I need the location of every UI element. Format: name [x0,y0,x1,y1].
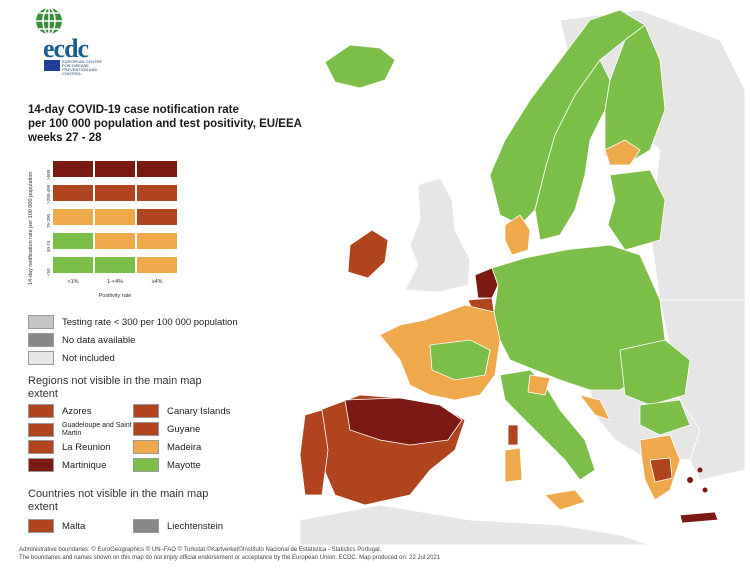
logo-wordmark: ecdc [43,34,89,63]
logo-subtitle: EUROPEAN CENTRE FOR DISEASE PREVENTION A… [62,59,103,76]
region-finland-south [604,139,641,166]
eu-flag-icon [44,60,60,71]
matrix-y-tick: 50-74 [46,240,51,252]
region-crete [679,511,719,524]
country-bulgaria [639,399,691,436]
matrix-cell [94,184,136,202]
matrix-y-tick: >200-499 [46,184,51,204]
country-denmark [504,214,531,256]
legend-label: Azores [62,405,92,417]
region-greece-south [649,457,673,483]
legend-label: Mayotte [167,459,201,471]
country-sweden [534,59,611,241]
legend-swatch [28,458,54,472]
legend-label: La Reunion [62,441,111,453]
matrix-cell [136,256,178,274]
matrix-cell [52,232,94,250]
region-spain-north [344,397,463,446]
legend-swatch [28,423,54,437]
matrix-cell [94,160,136,178]
country-ireland [347,229,389,279]
country-netherlands [474,267,499,299]
matrix-x-label: Positivity rate [98,293,132,299]
region-not-included-africa [299,504,651,546]
matrix-y-tick: <50 [46,268,51,276]
swatch-testing-rate [28,315,54,329]
map-title: 14-day COVID-19 case notification rate p… [28,104,302,144]
country-portugal [299,409,329,496]
island-greek-2 [697,467,703,473]
legend-entry: Azores [28,404,92,418]
swatch-not-included [28,351,54,365]
matrix-x-tick: <1% [67,279,79,285]
country-baltics [607,169,666,251]
ecdc-logo [30,6,110,78]
legend-no-data: No data available [28,333,135,347]
region-not-included-uk [404,177,471,293]
legend-label: Madeira [167,441,202,453]
matrix-x-tick: 1-<4% [106,279,124,285]
legend-swatch [28,519,54,533]
island-greek-1 [687,477,693,483]
region-croatia-coast [579,394,611,421]
legend-swatch [133,422,159,436]
matrix-y-tick: >500 [46,169,51,180]
region-corsica [507,424,519,446]
country-finland [604,24,666,166]
legend-label: Canary Islands [167,405,231,417]
country-romania [619,339,691,406]
legend-entry: La Reunion [28,440,111,454]
legend-label: Guadeloupe and Saint Martin [62,422,132,437]
matrix-cell [136,208,178,226]
legend-entry: Malta [28,519,85,533]
attribution-footer: Administrative boundaries: © EuroGeograp… [19,547,441,561]
matrix-cell [52,208,94,226]
legend-entry: Madeira [133,440,201,454]
legend-testing-rate: Testing rate < 300 per 100 000 populatio… [28,315,238,329]
legend-label: Malta [62,520,86,532]
matrix-cell [52,256,94,274]
matrix-cell [136,232,178,250]
legend-not-included: Not included [28,351,115,365]
region-sardinia [504,447,523,483]
matrix-cell [52,184,94,202]
regions-heading: Regions not visible in the main map exte… [28,375,202,400]
matrix-cell [94,232,136,250]
legend-label: Liechtenstein [167,520,223,532]
matrix-y-label: 14-day notification rate per 100 000 pop… [28,171,34,285]
swatch-no-data [28,333,54,347]
region-italy-north [527,374,551,396]
country-norway [489,9,646,226]
legend-entry: Mayotte [133,458,201,472]
matrix-cell [136,160,178,178]
matrix-cell [136,184,178,202]
legend-label: Martinique [62,459,107,471]
legend-entry: Canary Islands [133,404,230,418]
matrix-cell [94,208,136,226]
matrix-x-tick: ≥4% [151,279,163,285]
region-france-east [429,339,491,381]
legend-swatch [133,404,159,418]
region-sicily [544,489,586,511]
legend-entry: Martinique [28,458,106,472]
region-not-included-east [659,299,746,481]
matrix-cell [94,256,136,274]
globe-icon [36,7,62,35]
legend-label: Guyane [167,423,201,435]
legend-entry: Liechtenstein [133,519,223,533]
legend-entry: Guyane [133,422,200,436]
legend-swatch [28,404,54,418]
legend-swatch [133,458,159,472]
matrix-cell [52,160,94,178]
legend-swatch [133,440,159,454]
matrix-y-tick: 75-200 [46,213,51,228]
legend-swatch [28,440,54,454]
legend-entry: Guadeloupe and Saint Martin [28,422,142,438]
country-iceland [324,44,396,89]
legend-swatch [133,519,159,533]
countries-heading: Countries not visible in the main map ex… [28,488,209,513]
island-greek-3 [702,487,708,493]
